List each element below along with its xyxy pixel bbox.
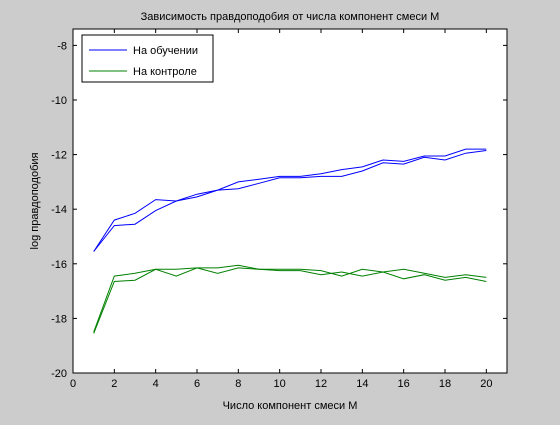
x-tick-label: 6 (194, 378, 200, 390)
x-tick-label: 18 (439, 378, 451, 390)
x-tick-label: 16 (398, 378, 410, 390)
x-tick-label: 14 (356, 378, 368, 390)
y-tick-label: -12 (51, 150, 67, 162)
series-line-4 (93, 267, 487, 334)
axes-layer: 0 2 4 6 8 10 12 14 16 18 20 -20 -18 -16 -14 -12 -10 -8 (51, 28, 508, 390)
chart-title: Зависимость правдоподобия от числа компо… (141, 11, 440, 23)
y-tick-label: -20 (51, 368, 67, 380)
legend-label-control: На контроле (133, 66, 197, 78)
series-line-1 (93, 148, 487, 252)
x-axis-label: Число компонент смеси M (223, 400, 358, 412)
x-tick-label: 10 (274, 378, 286, 390)
x-tick-label: 0 (70, 378, 76, 390)
y-tick-label: -10 (51, 95, 67, 107)
plot-area (73, 29, 507, 373)
y-tick-label: -18 (51, 313, 67, 325)
x-tick-label: 4 (153, 378, 159, 390)
series-line-2 (93, 150, 487, 252)
x-tick-label: 2 (111, 378, 117, 390)
x-tick-label: 12 (315, 378, 327, 390)
y-tick-label: -8 (57, 40, 67, 52)
x-tick-label: 20 (480, 378, 492, 390)
x-tick-label: 8 (235, 378, 241, 390)
series-layer (93, 148, 487, 334)
legend-label-train: На обучении (133, 45, 198, 57)
y-tick-label: -14 (51, 204, 67, 216)
axes-frame (72, 28, 508, 374)
legend-box (81, 34, 214, 83)
y-axis-label: log правдоподобия (29, 152, 41, 249)
y-tick-label: -16 (51, 259, 67, 271)
series-line-3 (93, 264, 487, 333)
legend: На обучении На контроле (81, 34, 214, 83)
